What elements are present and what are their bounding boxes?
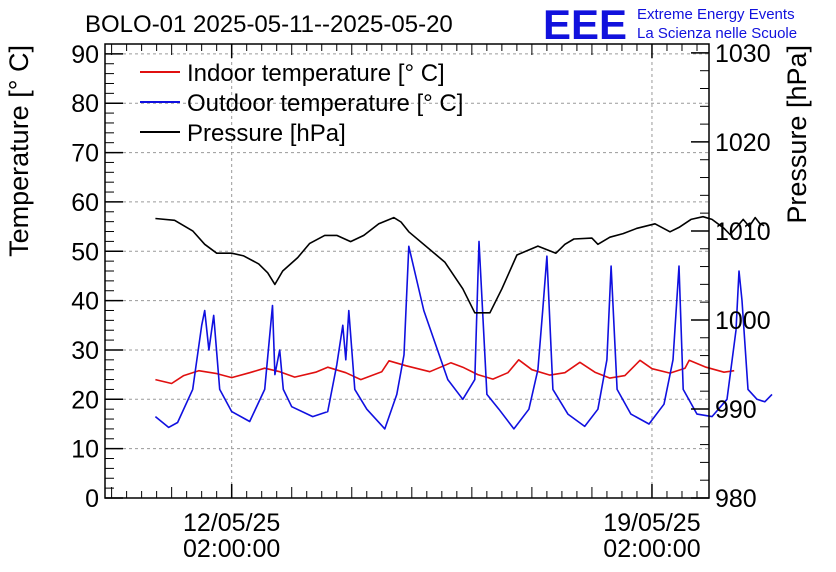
logo-line-1: Extreme Energy Events	[637, 6, 795, 23]
left-tick-label: 10	[71, 436, 99, 464]
right-tick-label: 980	[715, 485, 757, 513]
left-tick-label: 30	[71, 337, 99, 365]
left-tick-label: 40	[71, 288, 99, 316]
left-axis-label: Temperature [° C]	[4, 45, 34, 257]
legend: Indoor temperature [° C] Outdoor temperat…	[140, 60, 463, 147]
left-tick-label: 60	[71, 189, 99, 217]
right-tick-label: 1010	[715, 218, 771, 246]
right-tick-label: 1030	[715, 40, 771, 68]
series-line-1	[155, 358, 735, 385]
right-axis-label: Pressure [hPa]	[782, 45, 812, 224]
x-tick-time-label: 02:00:00	[183, 535, 280, 563]
left-tick-label: 20	[71, 386, 99, 414]
left-tick-label: 90	[71, 41, 99, 69]
grid-lines	[105, 44, 709, 498]
eee-logo: EEE Extreme Energy Events La Scienza nel…	[543, 1, 797, 48]
left-tick-label: 50	[71, 238, 99, 266]
left-tick-label: 0	[85, 485, 99, 513]
x-tick-date-label: 12/05/25	[183, 509, 280, 537]
left-tick-label: 80	[71, 90, 99, 118]
axes: 0102030405060708090980990100010101020103…	[71, 40, 770, 563]
left-tick-label: 70	[71, 140, 99, 168]
x-tick-date-label: 19/05/25	[603, 509, 700, 537]
series-line-2	[154, 240, 773, 430]
series-layer	[154, 215, 773, 430]
legend-label-3: Pressure [hPa]	[187, 120, 346, 147]
right-tick-label: 1000	[715, 307, 771, 335]
legend-label-2: Outdoor temperature [° C]	[187, 90, 463, 117]
x-tick-time-label: 02:00:00	[603, 535, 700, 563]
logo-mark: EEE	[543, 1, 627, 48]
right-tick-label: 990	[715, 396, 757, 424]
right-tick-label: 1020	[715, 129, 771, 157]
legend-label-1: Indoor temperature [° C]	[187, 60, 445, 87]
logo-line-2: La Scienza nelle Scuole	[637, 25, 797, 42]
chart-title: BOLO-01 2025-05-11--2025-05-20	[85, 11, 453, 38]
series-line-3	[155, 215, 765, 314]
